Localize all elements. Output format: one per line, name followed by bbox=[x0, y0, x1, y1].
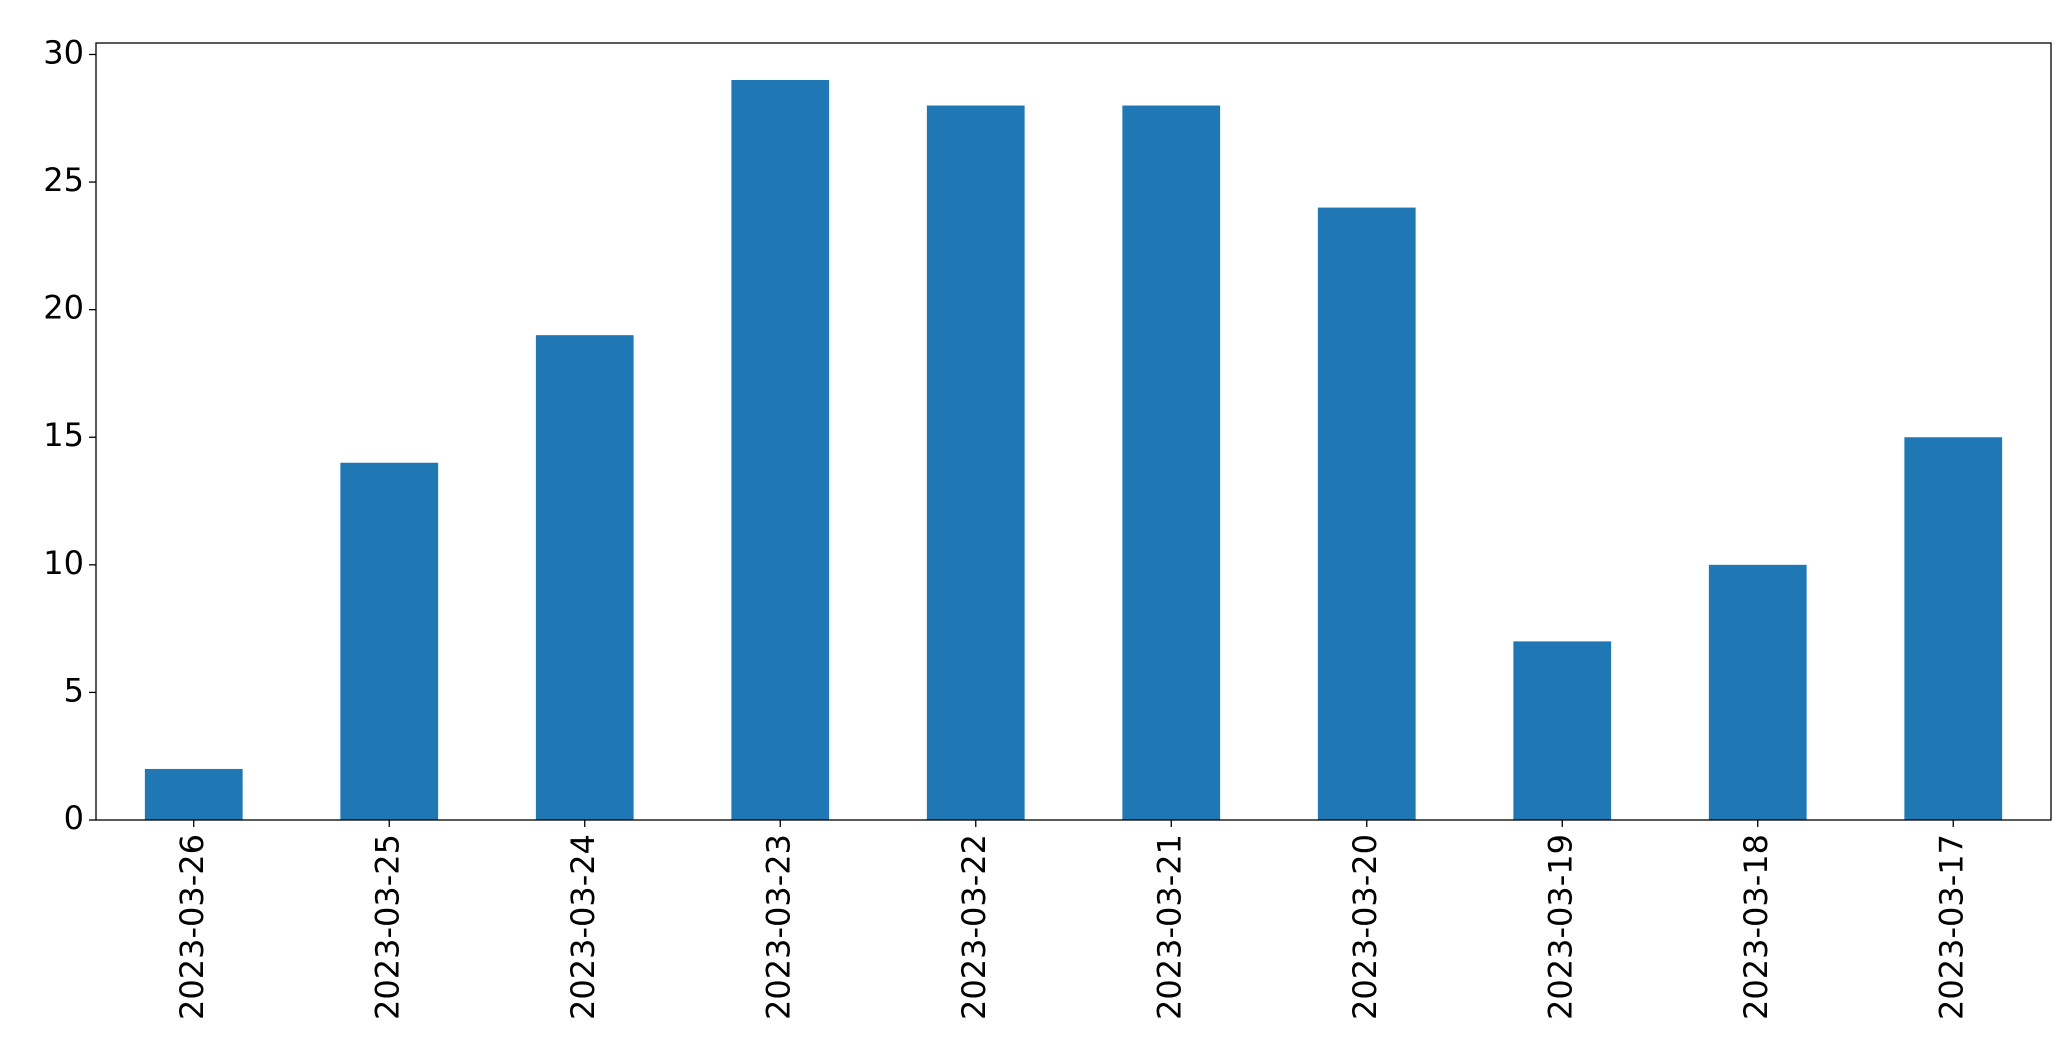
x-tick-label: 2023-03-24 bbox=[564, 834, 602, 1020]
x-tick-label: 2023-03-25 bbox=[368, 834, 406, 1020]
bar bbox=[731, 80, 830, 820]
x-tick-label: 2023-03-19 bbox=[1541, 834, 1579, 1020]
bar bbox=[535, 335, 634, 820]
y-tick-label: 30 bbox=[43, 33, 84, 71]
bar bbox=[1904, 437, 2003, 820]
bar bbox=[926, 105, 1025, 821]
x-tick-label: 2023-03-21 bbox=[1150, 834, 1188, 1020]
plot-frame bbox=[95, 42, 2052, 821]
bar bbox=[1513, 641, 1612, 820]
x-tick-label: 2023-03-18 bbox=[1737, 834, 1775, 1020]
y-tick-label: 10 bbox=[43, 544, 84, 582]
x-tick-label: 2023-03-17 bbox=[1932, 834, 1970, 1020]
bar bbox=[1317, 207, 1416, 821]
y-tick-label: 0 bbox=[64, 799, 84, 837]
bar bbox=[1122, 105, 1221, 821]
y-tick-label: 5 bbox=[64, 671, 84, 709]
y-tick-label: 25 bbox=[43, 161, 84, 199]
x-tick-label: 2023-03-23 bbox=[759, 834, 797, 1020]
x-tick-label: 2023-03-22 bbox=[955, 834, 993, 1020]
x-tick-label: 2023-03-20 bbox=[1346, 834, 1384, 1020]
bar bbox=[144, 768, 243, 820]
bar bbox=[1708, 564, 1807, 820]
y-tick-label: 15 bbox=[43, 416, 84, 454]
bar bbox=[340, 462, 439, 820]
y-tick-label: 20 bbox=[43, 289, 84, 327]
x-tick-label: 2023-03-26 bbox=[173, 834, 211, 1020]
